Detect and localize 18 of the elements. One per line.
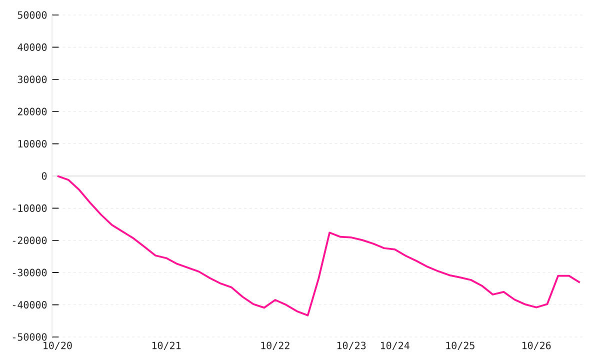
y-tick-label: 30000 bbox=[18, 76, 47, 84]
y-tick-label: 0 bbox=[42, 172, 47, 180]
y-tick-label: 50000 bbox=[18, 11, 47, 19]
x-tick-label: 10/23 bbox=[337, 342, 366, 350]
y-tick-label: -30000 bbox=[12, 268, 47, 276]
x-tick-label: 10/20 bbox=[44, 342, 72, 350]
y-tick-label: -20000 bbox=[12, 236, 47, 244]
x-tick-label: 10/21 bbox=[152, 342, 181, 350]
y-tick-label: 40000 bbox=[18, 43, 47, 51]
y-tick-label: -10000 bbox=[12, 204, 47, 212]
x-tick-label: 10/26 bbox=[522, 342, 551, 350]
x-tick-label: 10/22 bbox=[261, 342, 290, 350]
y-tick-label: -50000 bbox=[12, 333, 47, 341]
y-tick-label: 20000 bbox=[18, 108, 47, 116]
y-tick-label: -40000 bbox=[12, 301, 47, 309]
y-tick-label: 10000 bbox=[18, 140, 47, 148]
x-tick-label: 10/25 bbox=[446, 342, 474, 350]
x-tick-label: 10/24 bbox=[380, 342, 410, 350]
